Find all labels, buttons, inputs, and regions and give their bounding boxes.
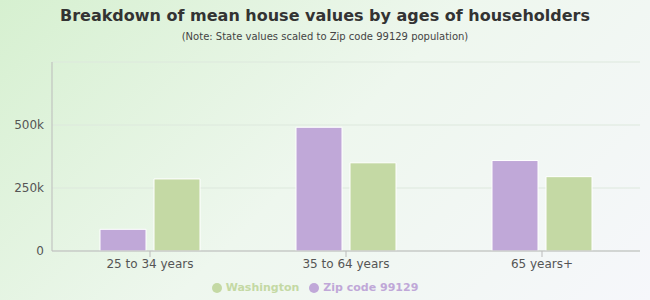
html-text:Breakdown of mean house values: Breakdown of mean house values by ages o… <box>60 6 590 25</box>
svg-text:65 years+: 65 years+ <box>511 257 573 271</box>
svg-text:0: 0 <box>36 244 44 258</box>
svg-text:250k: 250k <box>14 181 44 195</box>
html-text:Washington: Washington <box>225 281 300 294</box>
svg-text:25 to 34 years: 25 to 34 years <box>106 257 193 271</box>
html-text:(Note: State values scaled to: (Note: State values scaled to Zip code 9… <box>181 31 469 42</box>
svg-text:35 to 64 years: 35 to 64 years <box>302 257 389 271</box>
svg-text:500k: 500k <box>14 118 44 132</box>
html-text:Zip code 99129: Zip code 99129 <box>323 281 419 294</box>
